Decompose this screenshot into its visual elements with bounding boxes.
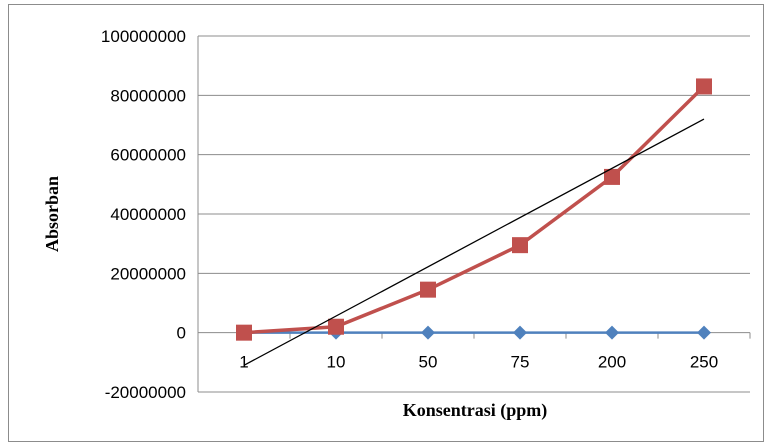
series-layer	[236, 78, 712, 366]
x-tick-label: 10	[327, 353, 346, 372]
data-point-square	[420, 281, 436, 298]
y-tick-labels: -20000000 0 20000000 40000000 60000000 800000…	[101, 27, 186, 402]
data-point-diamond	[605, 325, 619, 340]
y-tick-label: 40000000	[110, 205, 186, 224]
data-point-diamond	[513, 325, 527, 340]
y-tick-label: 60000000	[110, 146, 186, 165]
x-tick-label: 50	[419, 353, 438, 372]
data-point-square	[328, 318, 344, 335]
gridlines	[197, 35, 751, 393]
data-point-square	[604, 168, 620, 185]
y-tick-label: 80000000	[110, 86, 186, 105]
x-tick-label: 250	[690, 353, 718, 372]
data-point-diamond	[697, 325, 711, 340]
x-tick-label: 1	[239, 353, 248, 372]
data-point-square	[696, 78, 712, 95]
trendline	[243, 118, 705, 366]
data-point-square	[236, 324, 252, 341]
y-tick-label: -20000000	[105, 383, 186, 402]
x-tick-label: 200	[598, 353, 626, 372]
data-point-diamond	[421, 325, 435, 340]
y-tick-label: 0	[177, 324, 186, 343]
x-tick-labels: 1 10 50 75 200 250	[239, 353, 718, 372]
data-point-square	[512, 237, 528, 254]
y-tick-label: 20000000	[110, 264, 186, 283]
y-axis-title: Absorban	[42, 176, 62, 252]
x-axis-title: Konsentrasi (ppm)	[403, 400, 548, 421]
chart-frame	[8, 4, 764, 442]
x-tick-label: 75	[511, 353, 530, 372]
series-line	[243, 85, 706, 335]
y-tick-label: 100000000	[101, 27, 186, 46]
